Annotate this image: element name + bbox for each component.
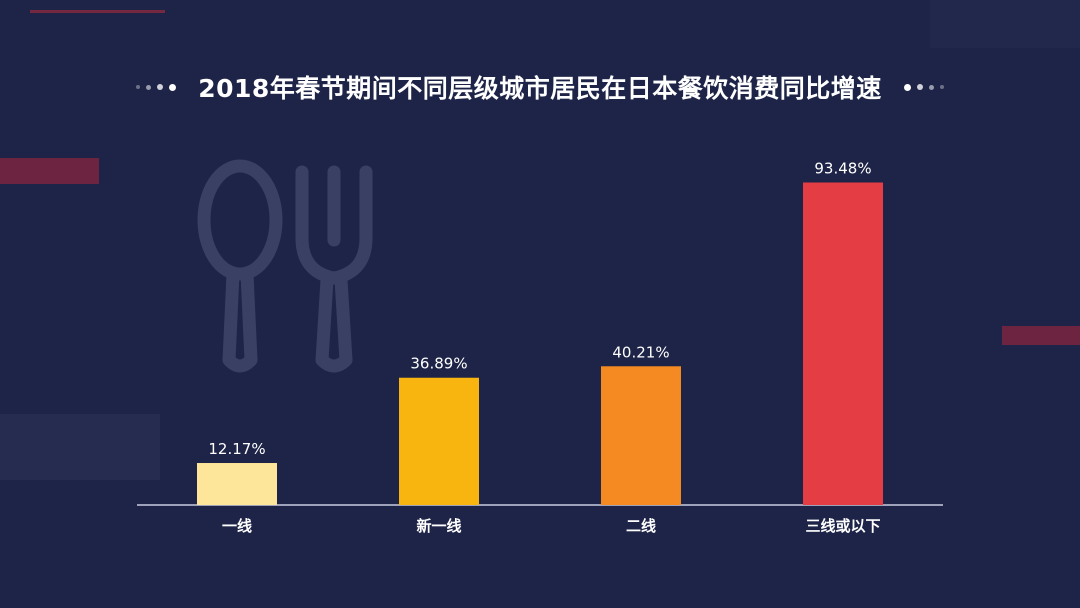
dot xyxy=(136,85,141,89)
bar-value-label: 93.48% xyxy=(814,159,871,177)
category-label: 三线或以下 xyxy=(805,517,880,535)
decor-top-right-panel xyxy=(930,0,1080,48)
title-dots-right xyxy=(903,83,944,91)
bar xyxy=(399,377,479,505)
decor-right-stripe xyxy=(1002,326,1080,345)
category-label: 新一线 xyxy=(416,517,461,535)
category-label: 一线 xyxy=(222,517,252,535)
dot xyxy=(939,85,944,89)
bar-value-label: 12.17% xyxy=(208,440,265,458)
fork-icon xyxy=(295,165,373,373)
dot xyxy=(157,84,164,90)
dot xyxy=(146,84,152,90)
bar-value-label: 40.21% xyxy=(612,343,669,361)
bar xyxy=(601,366,681,505)
spoon-icon xyxy=(197,159,283,373)
chart-title: 2018年春节期间不同层级城市居民在日本餐饮消费同比增速 xyxy=(198,74,882,103)
bar-value-label: 36.89% xyxy=(410,355,467,373)
dot xyxy=(916,84,923,90)
dot xyxy=(169,83,177,91)
title-dots-left xyxy=(136,83,177,91)
dot xyxy=(903,83,911,91)
decor-left-panel xyxy=(0,414,160,480)
bar xyxy=(197,463,277,505)
decor-top-line xyxy=(30,10,165,13)
bar xyxy=(803,182,883,505)
dot xyxy=(928,84,934,90)
chart-title-row: 2018年春节期间不同层级城市居民在日本餐饮消费同比增速 xyxy=(0,62,1080,112)
decor-left-stripe xyxy=(0,158,99,184)
category-label: 二线 xyxy=(626,517,656,535)
